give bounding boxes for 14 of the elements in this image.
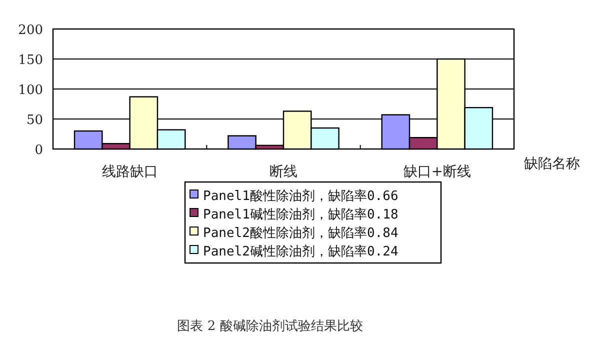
y-tick-label: 150 — [18, 53, 43, 68]
y-tick-label: 200 — [18, 23, 43, 38]
y-tick-label: 50 — [26, 113, 43, 128]
x-tick-label: 断线 — [270, 164, 298, 180]
y-tick-label: 100 — [18, 83, 43, 98]
x-tick-label: 线路缺口 — [102, 164, 158, 180]
x-axis-title: 缺陷名称 — [524, 156, 580, 172]
y-tick-label: 0 — [34, 143, 43, 158]
legend-label: Panel1酸性除油剂，缺陷率0.66 — [203, 188, 398, 204]
legend-label: Panel2碱性除油剂，缺陷率0.24 — [203, 244, 398, 260]
legend-label: Panel1碱性除油剂，缺陷率0.18 — [203, 206, 398, 222]
text: 图表 2 酸碱除油剂试验结果比较 — [177, 318, 363, 334]
legend-label: Panel2酸性除油剂，缺陷率0.84 — [203, 225, 398, 241]
x-tick-label: 缺口+断线 — [403, 164, 472, 180]
